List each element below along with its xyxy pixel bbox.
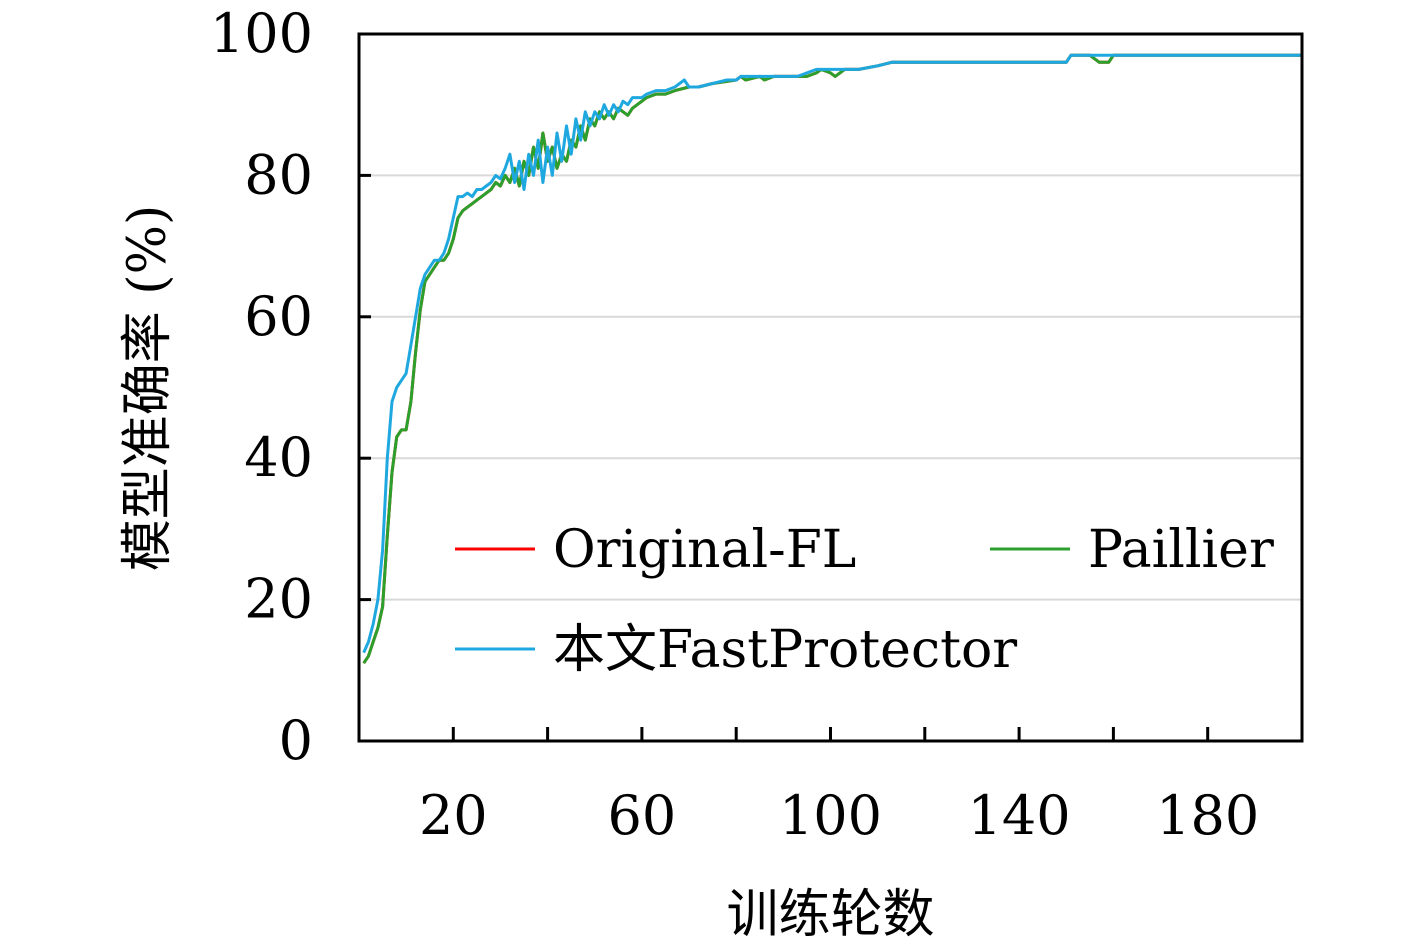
y-tick-label-100: 100	[210, 2, 313, 65]
y-axis-label: 模型准确率 (%)	[118, 205, 178, 572]
axis-ticks	[359, 32, 1210, 743]
legend-label-0: Original-FL	[553, 520, 856, 580]
legend: Original-FL Paillier 本文FastProtector	[455, 520, 1274, 680]
y-tick-label-0: 0	[279, 709, 313, 772]
x-tick-label-180: 180	[1156, 784, 1259, 847]
x-tick-label-140: 140	[968, 784, 1071, 847]
y-tick-label-60: 60	[244, 285, 313, 348]
legend-label-1: Paillier	[1088, 520, 1274, 580]
legend-label-2: 本文FastProtector	[553, 620, 1017, 680]
x-tick-label-100: 100	[779, 784, 882, 847]
y-tick-labels: 0 20 40 60 80 100	[210, 2, 313, 772]
y-tick-label-20: 20	[244, 568, 313, 631]
x-axis-label: 训练轮数	[726, 885, 934, 945]
series-line-2	[362, 53, 1302, 654]
y-tick-label-40: 40	[244, 426, 313, 489]
x-tick-labels: 20 60 100 140 180	[419, 784, 1259, 847]
series-lines	[362, 53, 1302, 665]
y-tick-label-80: 80	[244, 143, 313, 206]
x-tick-label-20: 20	[419, 784, 488, 847]
x-tick-label-60: 60	[608, 784, 677, 847]
